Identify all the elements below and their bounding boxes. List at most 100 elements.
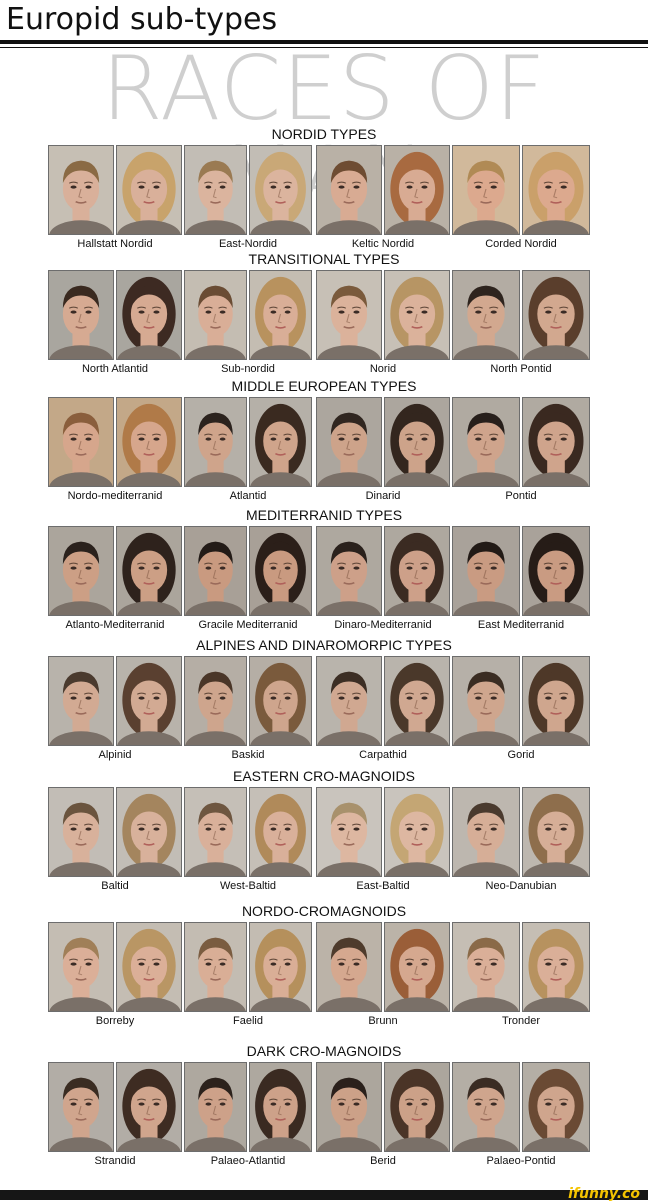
type-group: North Pontid	[452, 270, 590, 404]
type-group: East-Nordid	[184, 145, 312, 279]
male-face-photo	[316, 397, 382, 487]
male-face-photo	[452, 526, 520, 616]
type-caption: Borreby	[95, 1015, 135, 1027]
brand-logo[interactable]: ifunny.co	[568, 1186, 640, 1202]
type-caption: Norid	[369, 363, 397, 375]
type-caption: Tronder	[501, 1015, 541, 1027]
female-face-photo	[116, 397, 182, 487]
face-pair	[316, 526, 450, 616]
type-group: Dinaro-Mediterranid	[316, 526, 450, 660]
face-pair	[316, 1062, 450, 1152]
male-face-photo	[316, 922, 382, 1012]
face-pair	[316, 656, 450, 746]
type-caption: Faelid	[233, 1015, 263, 1027]
female-face-photo	[384, 787, 450, 877]
type-caption: East Mediterranid	[477, 619, 565, 631]
male-face-photo	[184, 270, 247, 360]
type-caption: Pontid	[505, 490, 537, 502]
female-face-photo	[116, 145, 182, 235]
face-pair	[452, 656, 590, 746]
female-face-photo	[116, 787, 182, 877]
type-group: Norid	[316, 270, 450, 404]
male-face-photo	[452, 397, 520, 487]
male-face-photo	[184, 1062, 247, 1152]
type-group: Hallstatt Nordid	[48, 145, 182, 279]
face-pair	[316, 270, 450, 360]
type-group: Brunn	[316, 922, 450, 1056]
type-group: Atlantid	[184, 397, 312, 531]
female-face-photo	[116, 1062, 182, 1152]
female-face-photo	[522, 656, 590, 746]
female-face-photo	[384, 1062, 450, 1152]
face-pair	[48, 397, 182, 487]
face-pair	[452, 145, 590, 235]
type-group: Berid	[316, 1062, 450, 1196]
male-face-photo	[452, 1062, 520, 1152]
type-caption: East-Nordid	[218, 238, 278, 250]
face-pair	[452, 526, 590, 616]
section-title: MEDITERRANID TYPES	[245, 507, 403, 523]
female-face-photo	[522, 526, 590, 616]
type-group: Strandid	[48, 1062, 182, 1196]
face-pair	[452, 270, 590, 360]
male-face-photo	[48, 787, 114, 877]
male-face-photo	[316, 526, 382, 616]
female-face-photo	[384, 397, 450, 487]
type-caption: Alpinid	[98, 749, 132, 761]
type-caption: Gracile Mediterranid	[198, 619, 298, 631]
male-face-photo	[316, 1062, 382, 1152]
female-face-photo	[116, 922, 182, 1012]
face-pair	[48, 1062, 182, 1152]
face-pair	[184, 922, 312, 1012]
type-caption: Nordo-mediterranid	[67, 490, 163, 502]
type-group: Nordo-mediterranid	[48, 397, 182, 531]
male-face-photo	[452, 922, 520, 1012]
male-face-photo	[48, 656, 114, 746]
female-face-photo	[249, 1062, 312, 1152]
type-caption: Palaeo-Pontid	[486, 1155, 556, 1167]
type-group: Tronder	[452, 922, 590, 1056]
face-pair	[184, 270, 312, 360]
type-caption: Corded Nordid	[485, 238, 557, 250]
section-title: NORDID TYPES	[271, 126, 377, 142]
male-face-photo	[184, 922, 247, 1012]
type-caption: West-Baltid	[219, 880, 277, 892]
face-pair	[184, 526, 312, 616]
face-pair	[184, 656, 312, 746]
female-face-photo	[249, 656, 312, 746]
female-face-photo	[116, 656, 182, 746]
face-pair	[452, 787, 590, 877]
female-face-photo	[249, 922, 312, 1012]
male-face-photo	[48, 526, 114, 616]
type-group: Keltic Nordid	[316, 145, 450, 279]
face-pair	[48, 270, 182, 360]
female-face-photo	[522, 145, 590, 235]
face-pair	[452, 922, 590, 1012]
type-group: Borreby	[48, 922, 182, 1056]
type-caption: Strandid	[94, 1155, 136, 1167]
female-face-photo	[522, 787, 590, 877]
type-group: North Atlantid	[48, 270, 182, 404]
female-face-photo	[522, 397, 590, 487]
face-pair	[316, 397, 450, 487]
type-caption: North Atlantid	[81, 363, 149, 375]
female-face-photo	[384, 656, 450, 746]
female-face-photo	[249, 526, 312, 616]
footer-bar: ifunny.co	[0, 1186, 648, 1202]
type-caption: Dinarid	[365, 490, 401, 502]
face-pair	[48, 656, 182, 746]
type-group: Neo-Danubian	[452, 787, 590, 921]
face-pair	[48, 145, 182, 235]
male-face-photo	[48, 270, 114, 360]
type-caption: Atlanto-Mediterranid	[65, 619, 165, 631]
type-caption: Carpathid	[359, 749, 407, 761]
male-face-photo	[316, 787, 382, 877]
female-face-photo	[249, 397, 312, 487]
type-caption: North Pontid	[490, 363, 552, 375]
section-title: MIDDLE EUROPEAN TYPES	[231, 378, 417, 394]
type-group: East-Baltid	[316, 787, 450, 921]
male-face-photo	[184, 145, 247, 235]
female-face-photo	[384, 922, 450, 1012]
female-face-photo	[384, 145, 450, 235]
face-pair	[184, 787, 312, 877]
